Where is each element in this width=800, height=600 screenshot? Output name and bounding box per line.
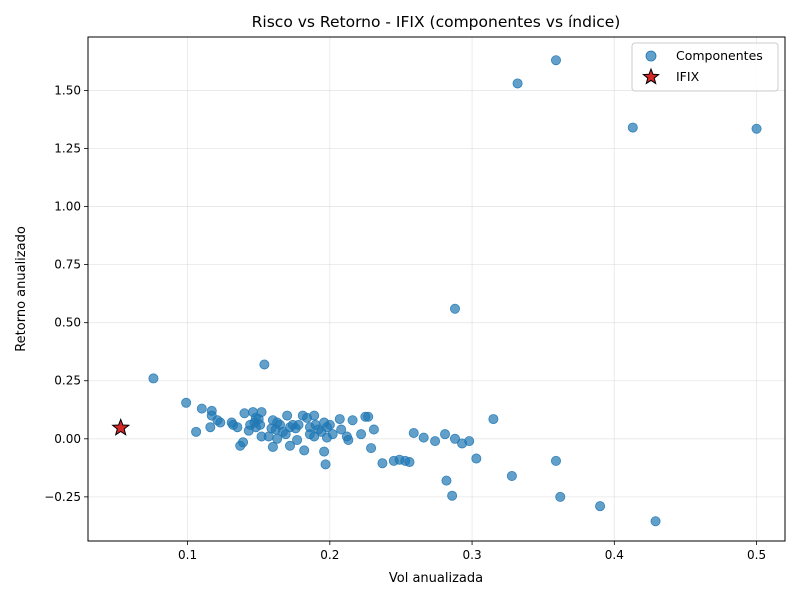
component-point — [471, 453, 482, 464]
component-point — [366, 443, 377, 454]
component-point — [512, 78, 523, 89]
x-tick-label: 0.2 — [320, 548, 339, 562]
component-point — [418, 432, 429, 443]
x-tick-label: 0.5 — [747, 548, 766, 562]
component-point — [191, 426, 202, 437]
component-point — [196, 403, 207, 414]
y-tick-label: 0.25 — [54, 374, 81, 388]
component-point — [235, 440, 246, 451]
x-tick-label: 0.3 — [463, 548, 482, 562]
component-point — [181, 397, 192, 408]
component-point — [447, 490, 458, 501]
component-point — [555, 491, 566, 502]
component-point — [449, 303, 460, 314]
component-point — [309, 431, 320, 442]
y-axis-label: Retorno anualizado — [14, 226, 29, 352]
component-point — [343, 434, 354, 445]
component-point — [488, 414, 499, 425]
x-tick-label: 0.1 — [178, 548, 197, 562]
legend-label-componentes: Componentes — [676, 48, 763, 63]
y-tick-label: 1.50 — [54, 83, 81, 97]
component-point — [321, 432, 332, 443]
component-point — [239, 408, 250, 419]
legend-marker-componentes — [645, 50, 657, 62]
y-tick-label: 0.00 — [54, 432, 81, 446]
y-tick-label: 0.50 — [54, 316, 81, 330]
component-point — [334, 414, 345, 425]
component-point — [449, 433, 460, 444]
component-point — [272, 433, 283, 444]
y-tick-label: 1.00 — [54, 200, 81, 214]
component-point — [464, 436, 475, 447]
y-tick-label: 0.75 — [54, 258, 81, 272]
legend-label-ifix: IFIX — [676, 69, 700, 84]
component-point — [259, 359, 270, 370]
component-point — [267, 441, 278, 452]
grid-lines — [88, 37, 785, 541]
component-point — [336, 424, 347, 435]
component-point — [347, 415, 358, 426]
component-point — [205, 422, 216, 433]
component-point — [309, 410, 320, 421]
component-point — [292, 434, 303, 445]
component-point — [215, 417, 226, 428]
scatter-points — [111, 55, 762, 527]
component-point — [363, 411, 374, 422]
component-point — [232, 422, 243, 433]
component-point — [368, 424, 379, 435]
y-tick-label: −0.25 — [44, 490, 81, 504]
component-point — [430, 436, 441, 447]
component-point — [299, 445, 310, 456]
component-point — [404, 457, 415, 468]
component-point — [595, 501, 606, 512]
component-point — [319, 446, 330, 457]
legend: Componentes IFIX — [631, 42, 779, 92]
component-point — [408, 427, 419, 438]
component-point — [506, 470, 517, 481]
chart-title: Risco vs Retorno - IFIX (componentes vs … — [252, 13, 621, 31]
ifix-index-point — [111, 417, 131, 436]
component-point — [751, 123, 762, 134]
component-point — [440, 429, 451, 440]
component-point — [282, 410, 293, 421]
component-point — [550, 455, 561, 466]
x-axis-label: Vol anualizada — [389, 571, 483, 586]
component-point — [550, 55, 561, 66]
axis-ticks: 0.1 0.2 0.3 0.4 0.5 −0.25 0.00 0.25 0.50 0.75 1.00… — [44, 83, 766, 562]
component-point — [280, 429, 291, 440]
component-point — [284, 440, 295, 451]
component-point — [650, 516, 661, 527]
x-tick-label: 0.4 — [605, 548, 624, 562]
component-point — [250, 422, 261, 433]
component-point — [293, 419, 304, 430]
plot-area-frame — [87, 36, 786, 542]
component-point — [356, 429, 367, 440]
component-point — [320, 459, 331, 470]
component-point — [441, 475, 452, 486]
component-point — [324, 419, 335, 430]
legend-marker-ifix — [642, 67, 660, 85]
y-tick-label: 1.25 — [54, 141, 81, 155]
legend-box — [631, 42, 779, 92]
component-point — [627, 122, 638, 133]
component-point — [148, 373, 159, 384]
component-point — [377, 458, 388, 469]
